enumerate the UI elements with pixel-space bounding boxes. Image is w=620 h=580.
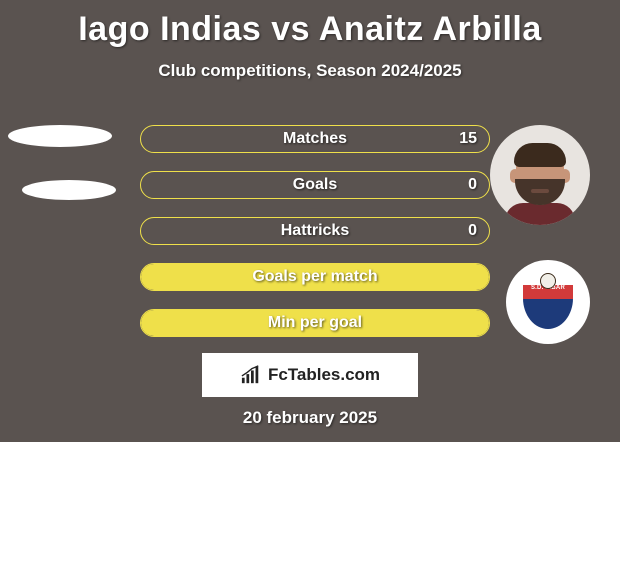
stat-label: Min per goal [141,314,489,332]
player-left-placeholder-1 [8,125,112,147]
stat-row-min-per-goal: Min per goal [140,309,490,337]
stat-row-matches: Matches 15 [140,125,490,153]
stat-label: Goals per match [141,268,489,286]
fctables-logo-link[interactable]: FcTables.com [202,353,418,397]
page-title: Iago Indias vs Anaitz Arbilla [0,0,620,49]
stat-row-goals: Goals 0 [140,171,490,199]
stat-value-right: 0 [468,176,477,194]
stat-value-right: 0 [468,222,477,240]
subtitle: Club competitions, Season 2024/2025 [0,61,620,81]
player-right-avatar [490,125,590,225]
player-left-placeholder-2 [22,180,116,200]
stat-value-right: 15 [459,130,477,148]
stat-row-goals-per-match: Goals per match [140,263,490,291]
stat-label: Goals [141,176,489,194]
player-right-club-badge: S.D. EIBAR [506,260,590,344]
stat-label: Hattricks [141,222,489,240]
bar-chart-icon [240,365,262,385]
avatar-face-icon [510,145,570,225]
stat-label: Matches [141,130,489,148]
stats-panel: Matches 15 Goals 0 Hattricks 0 Goals per… [140,125,490,355]
date-text: 20 february 2025 [0,408,620,428]
club-crest-icon: S.D. EIBAR [523,275,573,329]
logo-text: FcTables.com [268,365,380,385]
stat-row-hattricks: Hattricks 0 [140,217,490,245]
comparison-card: Iago Indias vs Anaitz Arbilla Club compe… [0,0,620,442]
